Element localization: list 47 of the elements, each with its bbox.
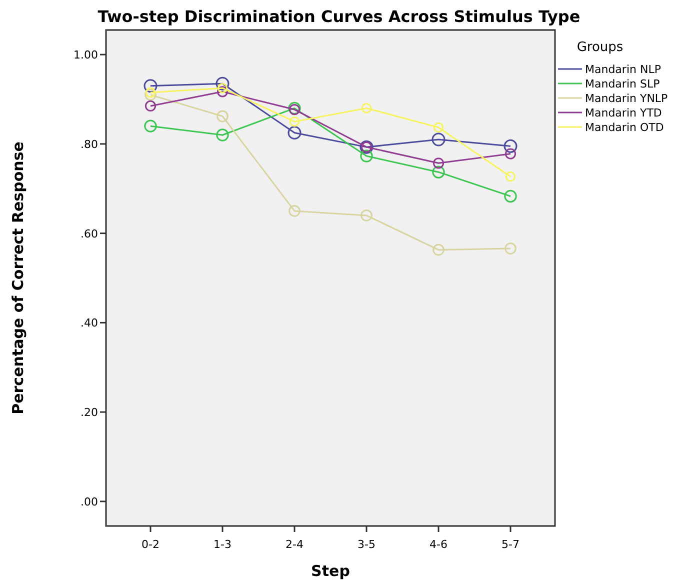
point: [361, 103, 372, 114]
point: [360, 150, 373, 162]
y-tick-label: 1.00: [74, 48, 98, 62]
point: [216, 76, 230, 90]
chart-title: Two-step Discrimination Curves Across Stimulus Type: [98, 7, 580, 26]
y-tick-label: .00: [80, 495, 98, 508]
point: [289, 116, 300, 127]
x-tick-label: 2-4: [286, 538, 304, 551]
x-tick-label: 0-2: [142, 538, 160, 551]
point: [360, 209, 372, 222]
x-tick-label: 5-7: [502, 538, 520, 551]
point: [216, 128, 229, 142]
legend-label: Mandarin OTD: [585, 121, 664, 134]
y-axis-title: Percentage of Correct Response: [9, 142, 27, 414]
point: [144, 120, 157, 132]
point: [432, 158, 444, 169]
point: [432, 132, 446, 146]
x-tick-label: 4-6: [430, 538, 448, 551]
point: [504, 190, 517, 203]
legend-label: Mandarin NLP: [585, 63, 662, 76]
point: [288, 126, 302, 140]
y-tick-label: .60: [80, 227, 98, 240]
x-tick-label: 3-5: [358, 538, 376, 551]
point: [288, 205, 300, 217]
point: [217, 82, 228, 94]
y-tick-label: .40: [80, 316, 98, 330]
point: [504, 148, 516, 160]
point: [433, 122, 444, 133]
point: [216, 86, 228, 98]
point: [145, 87, 156, 98]
legend-label: Mandarin YTD: [585, 106, 662, 120]
point: [144, 79, 158, 93]
point: [432, 244, 444, 256]
y-tick-label: .80: [80, 138, 98, 151]
legend-label: Mandarin SLP: [585, 78, 660, 90]
legend-label: Mandarin YNLP: [585, 92, 668, 105]
x-tick-label: 1-3: [214, 538, 232, 551]
point: [144, 100, 156, 112]
point: [504, 242, 516, 254]
legend-title: Groups: [576, 40, 624, 55]
point: [432, 166, 445, 178]
point: [216, 110, 228, 122]
point: [144, 88, 156, 101]
point: [505, 171, 516, 182]
x-axis-title: Step: [311, 562, 350, 580]
point: [504, 139, 518, 153]
y-tick-label: .20: [80, 406, 98, 420]
